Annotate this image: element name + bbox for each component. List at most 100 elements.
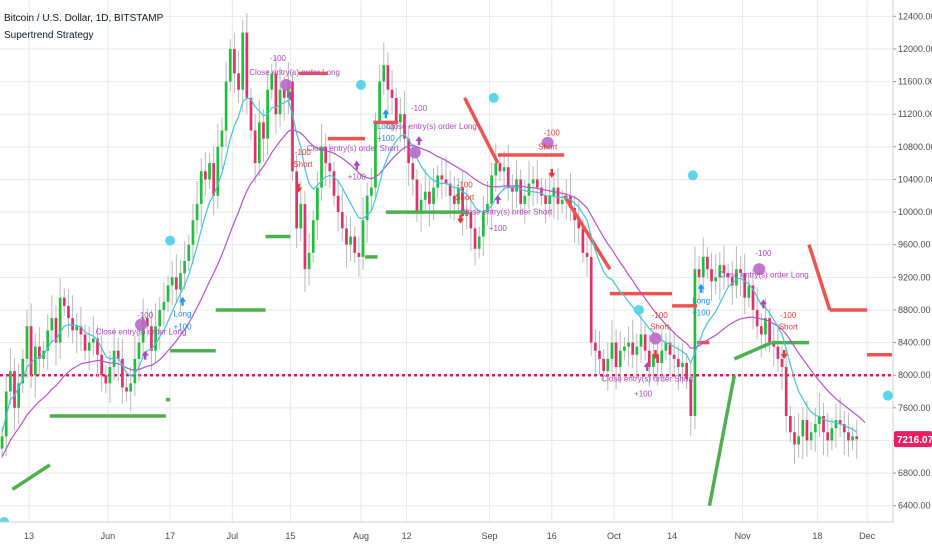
candle-body <box>220 130 224 147</box>
candle-body <box>361 220 365 257</box>
candle-body <box>548 195 552 204</box>
candle-body <box>581 228 585 253</box>
trade-annotation: -100 <box>780 311 797 320</box>
candle-body <box>664 342 668 351</box>
candle-body <box>245 32 249 98</box>
candle-body <box>419 199 423 213</box>
candle-body <box>307 252 311 270</box>
trade-annotation: +100 <box>489 224 508 233</box>
x-tick-label: Aug <box>353 531 369 541</box>
supertrend-down-segment <box>463 97 500 164</box>
candle-body <box>718 265 722 278</box>
candle-body <box>228 48 232 82</box>
candle-body <box>801 420 805 437</box>
signal-marker <box>649 332 662 345</box>
y-tick-label: 8800.00 <box>898 305 931 315</box>
candle-body <box>224 81 228 131</box>
candle-body <box>710 269 713 282</box>
candle-body <box>676 358 680 368</box>
y-tick-label: 6800.00 <box>898 468 931 478</box>
trade-annotation: +100 <box>377 134 396 143</box>
candle-body <box>50 318 54 331</box>
candle-body <box>589 256 593 343</box>
candle-body <box>473 228 477 249</box>
supertrend-up-segment <box>733 340 773 361</box>
candle-body <box>33 346 37 376</box>
x-tick-label: 12 <box>402 531 412 541</box>
candle-body <box>714 277 718 282</box>
candle-body <box>452 195 456 204</box>
candle-body <box>444 179 448 184</box>
candle-body <box>166 285 170 302</box>
y-axis[interactable]: 12400.00 12000.00 11600.00 11200.00 10800.00… <box>892 0 932 550</box>
trade-annotation: +100 <box>634 389 653 398</box>
candle-body <box>751 285 755 310</box>
signal-marker <box>355 79 366 90</box>
supertrend-line <box>11 71 892 507</box>
candle-body <box>523 195 527 204</box>
candle-body <box>369 187 373 196</box>
x-tick-label: Dec <box>859 531 876 541</box>
candle-body <box>789 415 792 433</box>
candle-body <box>797 436 800 445</box>
candle-body <box>112 350 116 368</box>
candle-body <box>577 220 581 229</box>
trade-annotation: -100 <box>652 311 669 320</box>
candle-body <box>540 187 543 196</box>
candle-body <box>697 269 701 278</box>
candle-body <box>606 358 610 372</box>
supertrend-down-segment <box>562 194 612 271</box>
candle-body <box>830 428 834 441</box>
chart-title[interactable]: Bitcoin / U.S. Dollar, 1D, BITSTAMP <box>4 13 164 24</box>
candle-body <box>772 342 776 347</box>
candle-body <box>382 65 386 82</box>
price-tag-label: 7216.07 <box>897 435 932 446</box>
candle-body <box>457 187 460 204</box>
candle-body <box>610 342 614 359</box>
x-tick-label: 14 <box>667 531 677 541</box>
x-tick-label: Nov <box>735 531 752 541</box>
candle-body <box>324 146 328 164</box>
arrow-up-icon <box>697 283 705 293</box>
candle-body <box>656 354 659 363</box>
candle-body <box>706 256 709 270</box>
signal-marker <box>633 304 644 315</box>
candle-body <box>75 326 79 331</box>
candle-body <box>847 432 850 441</box>
trade-annotation: Close entry(s) order Long <box>96 327 187 336</box>
candle-body <box>735 269 738 286</box>
candle-body <box>423 191 427 200</box>
candle-body <box>170 277 174 286</box>
trade-annotations: -100 Close entry(s) order Long Long +100 -10… <box>96 54 809 398</box>
candle-body <box>38 346 41 359</box>
candle-body <box>13 371 16 408</box>
candle-body <box>498 163 502 172</box>
candle-body <box>681 362 684 368</box>
candle-body <box>631 342 635 355</box>
candle-body <box>332 171 336 196</box>
candle-body <box>652 354 655 368</box>
y-tick-label: 8000.00 <box>898 370 931 380</box>
candle-body <box>647 350 651 368</box>
candle-body <box>726 273 730 278</box>
x-axis[interactable]: 13 Jun 17 Jul 15 Aug 12 Sep 16 Oct 14 Nov 18 Dec <box>0 521 932 550</box>
x-tick-label: 18 <box>812 531 822 541</box>
candle-body <box>104 375 108 384</box>
candle-body <box>129 383 133 392</box>
x-axis-background <box>0 522 932 550</box>
strategy-label[interactable]: Supertrend Strategy <box>4 30 94 41</box>
supertrend-down-segment <box>807 244 832 311</box>
candle-body <box>511 187 514 192</box>
signal-marker <box>882 390 893 401</box>
trade-annotation: Long <box>692 296 710 305</box>
y-tick-label: 6400.00 <box>898 501 931 511</box>
candle-body <box>469 212 473 229</box>
candle-body <box>660 350 664 363</box>
trade-annotation: -100 <box>137 311 154 320</box>
candle-body <box>668 342 672 355</box>
candle-body <box>793 432 796 445</box>
candle-body <box>569 195 572 208</box>
candle-body <box>635 346 639 355</box>
